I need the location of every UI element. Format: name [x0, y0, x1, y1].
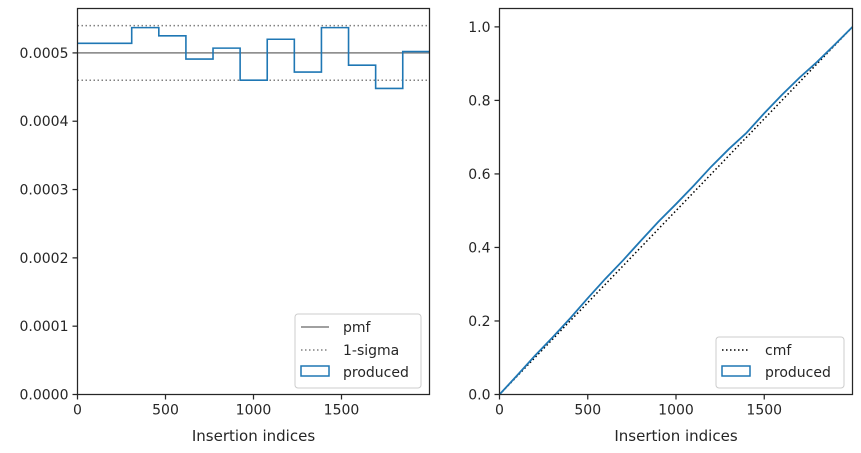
cmf-x-axis-label: Insertion indices — [614, 427, 737, 445]
x-tick-label: 1500 — [324, 403, 360, 419]
pmf-legend-produced-label: produced — [343, 365, 409, 381]
y-tick-label: 0.0005 — [20, 46, 69, 62]
x-tick-label: 1000 — [236, 403, 272, 419]
cmf-panel: 0 500 1000 1500 0.0 0.2 0.4 0.6 0.8 1.0 Insertio… — [468, 7, 854, 445]
y-tick-label: 0.0001 — [20, 319, 69, 335]
x-tick-label: 0 — [495, 403, 504, 419]
x-tick-label: 1000 — [658, 403, 694, 419]
x-tick-label: 0 — [73, 403, 82, 419]
pmf-x-axis-label: Insertion indices — [192, 427, 315, 445]
series-cmf-line — [498, 26, 854, 396]
y-tick-label: 0.0 — [468, 388, 490, 404]
pmf-legend-produced-swatch — [300, 365, 330, 377]
pmf-legend-sigma-label: 1-sigma — [343, 343, 399, 359]
y-tick-label: 0.4 — [468, 240, 490, 256]
x-tick-label: 500 — [152, 403, 179, 419]
pmf-panel: 0 500 1000 1500 0.00000.00010.00020.00030.0… — [20, 7, 431, 445]
y-tick-label: 0.0000 — [20, 388, 69, 404]
cmf-legend-cmf-label: cmf — [765, 343, 792, 359]
y-tick-label: 0.8 — [468, 93, 490, 109]
y-tick-label: 1.0 — [468, 20, 490, 36]
cmf-x-ticks: 0 500 1000 1500 — [495, 394, 782, 419]
cmf-legend: cmf produced — [715, 336, 845, 389]
y-tick-label: 0.0003 — [20, 183, 69, 199]
y-tick-label: 0.2 — [468, 314, 490, 330]
cmf-plot-marks — [498, 26, 854, 396]
x-tick-label: 500 — [574, 403, 601, 419]
series-produced-step — [77, 26, 430, 90]
cmf-legend-produced-swatch — [721, 365, 751, 377]
cmf-legend-produced-label: produced — [765, 365, 831, 381]
pmf-y-ticks: 0.0000 0.0001 0.0002 0.0003 0.0004 0.0005 — [20, 46, 78, 404]
x-tick-label: 1500 — [746, 403, 782, 419]
pmf-legend: pmf 1-sigma produced — [294, 313, 422, 389]
series-produced-line — [498, 26, 854, 396]
cmf-y-ticks: 0.0 0.2 0.4 0.6 0.8 1.0 — [468, 20, 500, 404]
y-tick-label: 0.6 — [468, 167, 490, 183]
y-tick-label: 0.0002 — [20, 251, 69, 267]
y-tick-label: 0.0004 — [20, 114, 69, 130]
pmf-x-ticks: 0 500 1000 1500 — [73, 394, 360, 419]
pmf-legend-pmf-label: pmf — [343, 320, 372, 336]
pmf-plot-marks — [77, 24, 430, 90]
pmf-legend-box — [294, 313, 422, 389]
